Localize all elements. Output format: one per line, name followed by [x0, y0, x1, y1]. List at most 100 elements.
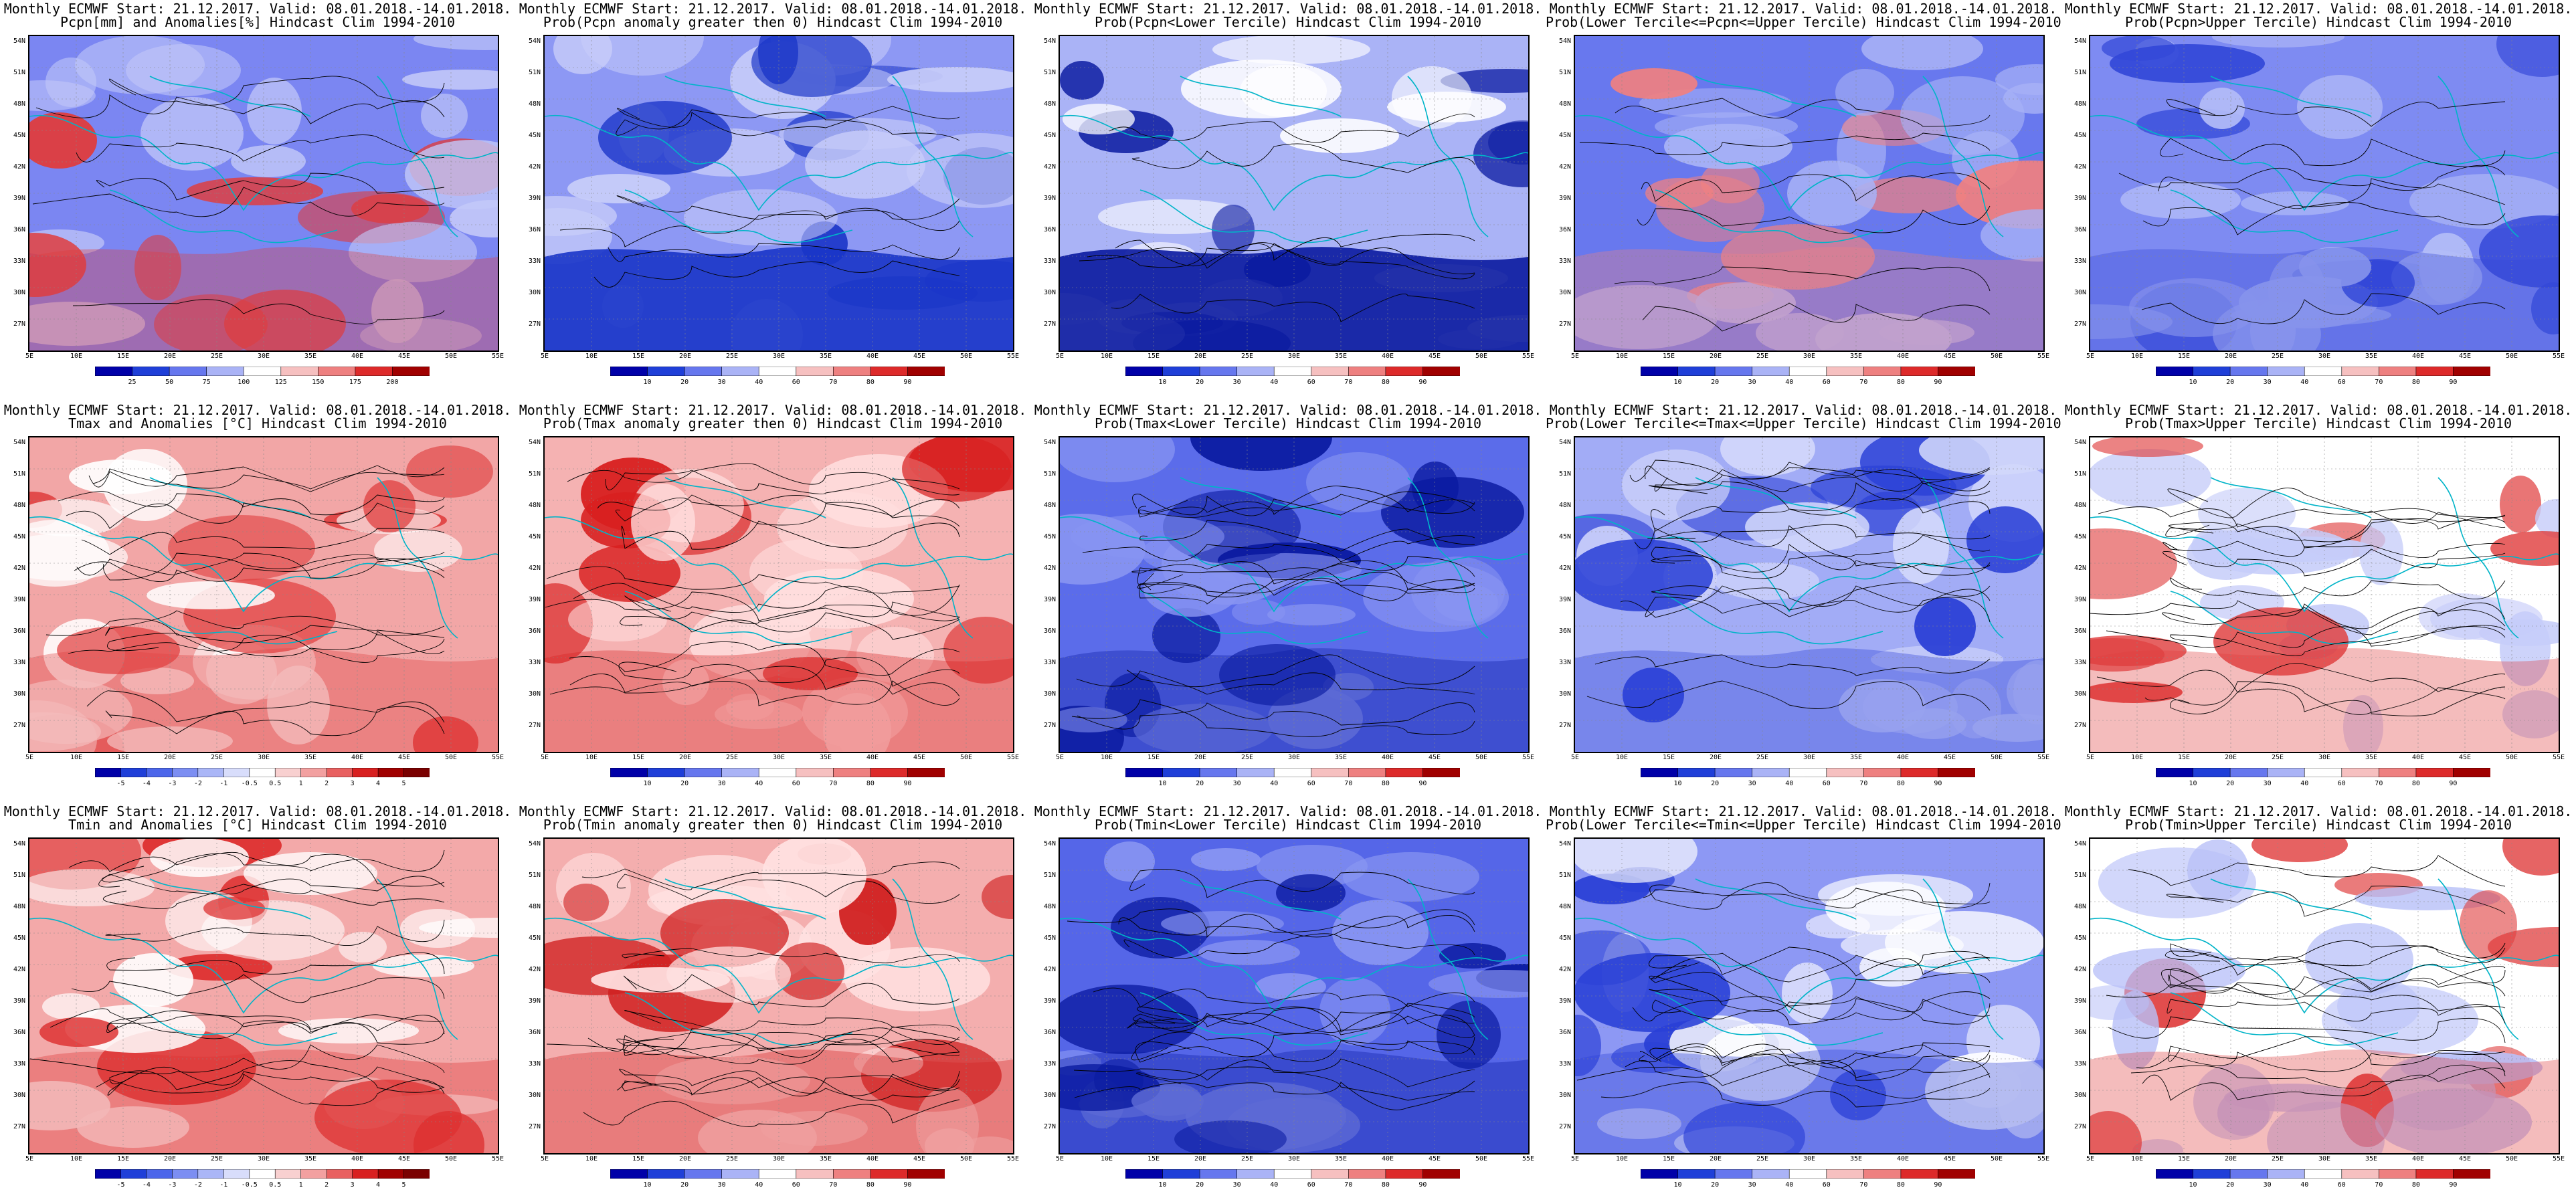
longitude-label: 55E — [2552, 353, 2565, 360]
color-scale-bar — [1125, 367, 1460, 376]
field-blob — [2375, 1088, 2532, 1153]
map-panel: Monthly ECMWF Start: 21.12.2017. Valid: … — [515, 401, 1030, 803]
longitude-label: 45E — [2458, 1155, 2472, 1163]
color-scale-label: 60 — [1822, 1181, 1831, 1189]
longitude-label: 40E — [1381, 353, 1394, 360]
color-scale-cell — [2304, 367, 2342, 376]
contour-line — [1615, 98, 1991, 127]
map-panel: Monthly ECMWF Start: 21.12.2017. Valid: … — [0, 401, 515, 803]
contour-line — [102, 884, 445, 909]
color-scale-label: 20 — [2226, 780, 2235, 787]
color-scale-cell — [2415, 367, 2454, 376]
field-blob — [1191, 848, 1261, 871]
color-scale-label: 4 — [376, 1181, 381, 1189]
field-blob — [29, 80, 96, 111]
southern-region — [1060, 1049, 1528, 1153]
longitude-label: 30E — [1803, 353, 1816, 360]
coastline — [1695, 878, 1857, 920]
latitude-label: 39N — [13, 997, 25, 1005]
latitude-label: 30N — [2074, 690, 2086, 698]
field-blob — [413, 36, 498, 50]
contour-line — [616, 1075, 960, 1097]
contour-line — [1139, 520, 1475, 552]
color-scale-label: 4 — [376, 780, 381, 787]
color-scale-label: 60 — [792, 379, 800, 386]
contour-line — [1073, 1058, 1475, 1088]
longitude-label: 55E — [2037, 1155, 2050, 1163]
field-blob — [1060, 61, 1104, 100]
coastline — [2170, 591, 2399, 645]
field-blob — [1198, 940, 1300, 965]
longitude-label: 50E — [1475, 353, 1488, 360]
color-scale-cell — [1752, 768, 1790, 777]
field-blob — [29, 302, 145, 346]
latitude-label: 45N — [13, 533, 25, 540]
latitude-label: 27N — [528, 722, 541, 729]
contour-line — [2165, 945, 2506, 976]
color-scale-cell — [1752, 367, 1790, 376]
latitude-label: 36N — [2074, 1029, 2086, 1036]
color-scale-cell — [1752, 1169, 1790, 1179]
color-scale-label: 60 — [2337, 379, 2346, 386]
field-blob — [1861, 36, 1983, 70]
color-scale-cell — [2267, 768, 2306, 777]
contour-line — [2130, 1064, 2506, 1089]
color-scale-label: 60 — [1822, 780, 1831, 787]
coastline — [2210, 76, 2372, 117]
longitude-label: 25E — [2271, 754, 2284, 761]
longitude-label: 35E — [304, 754, 317, 761]
contour-line — [1076, 670, 1475, 695]
contour-line — [1132, 491, 1475, 516]
longitude-label: 55E — [1006, 1155, 1020, 1163]
longitude-label: 10E — [585, 754, 598, 761]
longitude-label: 55E — [1522, 353, 1535, 360]
longitude-label: 25E — [210, 754, 223, 761]
color-scale-cell — [1677, 367, 1716, 376]
contour-line — [1651, 555, 1991, 579]
color-scale-cell — [1199, 1169, 1238, 1179]
coastline — [1139, 591, 1368, 645]
color-scale-cell — [1311, 367, 1350, 376]
panel-subtitle: Prob(Lower Tercile<=Tmin<=Upper Tercile)… — [1546, 817, 2061, 833]
contour-line — [1137, 560, 1475, 594]
latitude-label: 48N — [13, 903, 25, 910]
color-scale-label: 30 — [1748, 780, 1756, 787]
longitude-label: 45E — [2458, 353, 2472, 360]
longitude-label: 55E — [1006, 754, 1020, 761]
color-scale-label: 20 — [2226, 1181, 2235, 1189]
contour-line — [76, 551, 445, 579]
color-scale-label: 80 — [866, 780, 875, 787]
longitude-label: 10E — [1615, 353, 1629, 360]
coastline — [624, 591, 853, 645]
field-blob — [1060, 707, 1127, 732]
longitude-label: 15E — [632, 1155, 645, 1163]
longitude-label: 20E — [678, 1155, 692, 1163]
longitude-label: 15E — [1662, 353, 1675, 360]
color-scale-label: 70 — [2375, 780, 2383, 787]
latitude-label: 27N — [13, 722, 25, 729]
coastline — [1922, 477, 2004, 639]
latitude-label: 42N — [1043, 966, 1056, 973]
longitude-label: 20E — [1194, 754, 1207, 761]
longitude-label: 40E — [1381, 754, 1394, 761]
color-scale-label: 90 — [903, 780, 912, 787]
field-blob — [1611, 68, 1697, 99]
latitude-label: 30N — [13, 690, 25, 698]
color-scale-cell — [223, 768, 250, 777]
latitude-label: 33N — [528, 258, 541, 265]
contour-line — [35, 94, 445, 124]
field-blob — [349, 222, 477, 282]
field-blob — [2359, 518, 2403, 585]
color-scale-label: 75 — [202, 379, 211, 386]
longitude-label: 50E — [1990, 754, 2003, 761]
color-scale-cell — [2378, 1169, 2417, 1179]
panel-subtitle: Prob(Tmin>Upper Tercile) Hindcast Clim 1… — [2125, 817, 2512, 833]
latitude-label: 33N — [1558, 659, 1571, 666]
latitude-label: 54N — [13, 840, 25, 847]
field-blob — [2198, 488, 2296, 540]
longitude-label: 45E — [397, 353, 411, 360]
color-scale-label: 40 — [2300, 780, 2309, 787]
latitude-label: 27N — [1558, 722, 1571, 729]
field-blob — [2500, 476, 2541, 533]
color-scale-cell — [1641, 1169, 1679, 1179]
